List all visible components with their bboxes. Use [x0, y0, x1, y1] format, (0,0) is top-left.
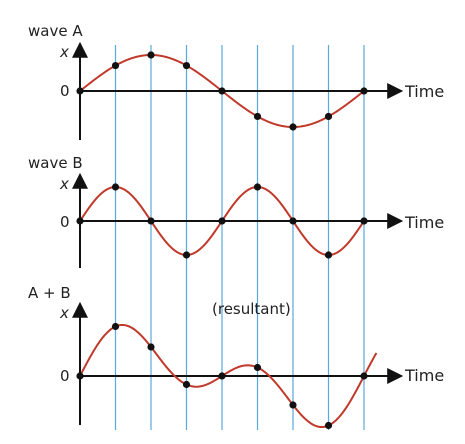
- time-axis-label: Time: [404, 82, 444, 101]
- panel-title: wave A: [28, 22, 83, 40]
- sample-points: [76, 322, 368, 430]
- zero-label: 0: [60, 213, 70, 231]
- sample-point-1: [111, 322, 120, 331]
- sample-point-4: [218, 217, 226, 225]
- sample-point-2: [147, 51, 155, 59]
- zero-label: 0: [60, 367, 70, 385]
- sample-point-4: [218, 372, 226, 380]
- panel-title: wave B: [28, 154, 83, 172]
- sample-points: [76, 183, 368, 259]
- sample-point-7: [324, 112, 333, 121]
- y-axis-label: x: [59, 304, 69, 322]
- sample-point-1: [111, 61, 120, 70]
- sample-point-2: [147, 343, 155, 351]
- panel-title: A + B: [28, 284, 71, 302]
- sample-point-5: [253, 363, 262, 372]
- time-gridlines: [114, 45, 365, 430]
- sample-point-6: [289, 217, 297, 225]
- sample-point-5: [253, 112, 262, 121]
- resultant-annotation: (resultant): [212, 300, 291, 318]
- y-axis-label: x: [59, 43, 69, 61]
- sample-point-0: [76, 217, 84, 225]
- panel-wave-a: wave A x 0 Time: [28, 22, 444, 140]
- panel-wave-b: wave B x 0 Time: [28, 154, 444, 268]
- sample-point-8: [360, 87, 368, 95]
- sample-points: [76, 51, 368, 131]
- sample-point-7: [324, 251, 333, 259]
- sample-point-8: [360, 217, 368, 225]
- sample-point-8: [360, 372, 368, 380]
- y-axis-label: x: [59, 175, 69, 193]
- sample-point-5: [253, 183, 262, 191]
- sample-point-2: [147, 217, 155, 225]
- sample-point-6: [289, 401, 297, 409]
- time-axis-label: Time: [404, 366, 444, 385]
- sample-point-7: [324, 421, 333, 430]
- sample-point-3: [182, 251, 191, 259]
- sample-point-4: [218, 87, 226, 95]
- sample-point-1: [111, 183, 120, 191]
- panel-resultant: A + B x 0 Time (resultant): [28, 284, 444, 430]
- sample-point-0: [76, 372, 84, 380]
- zero-label: 0: [60, 82, 70, 100]
- time-axis-label: Time: [404, 213, 444, 232]
- sample-point-3: [182, 380, 191, 389]
- sample-point-3: [182, 61, 191, 70]
- sample-point-0: [76, 87, 84, 95]
- sample-point-6: [289, 123, 297, 131]
